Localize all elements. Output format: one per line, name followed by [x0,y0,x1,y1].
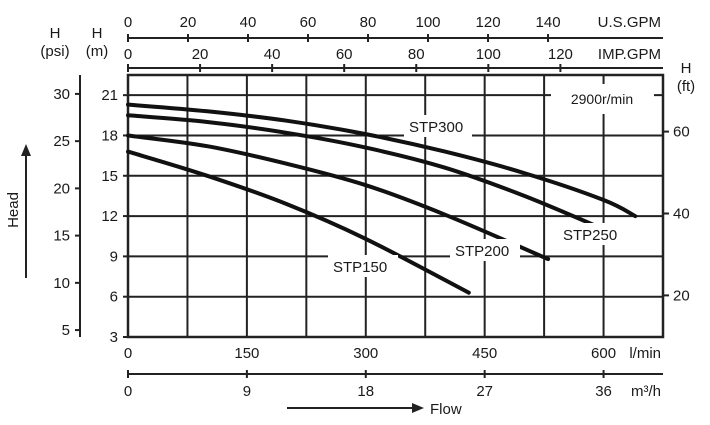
head-m-tick-label: 21 [101,87,118,104]
impgpm-tick-label: 20 [192,46,209,63]
m3h-tick-label: 36 [595,383,612,400]
usgpm-unit-label: U.S.GPM [598,14,661,31]
usgpm-tick-label: 40 [240,14,257,31]
lmin-unit-label: l/min [629,345,661,362]
m3h-tick-label: 0 [124,383,132,400]
curve-stp250 [126,113,610,233]
flow-axis-title: Flow [430,401,462,418]
series-label-stp300: STP300 [409,119,463,136]
performance-curves: STP150 STP200 STP250 STP300 [126,102,638,295]
flow-axis-arrow-head [412,403,424,413]
impgpm-unit-label: IMP.GPM [598,46,661,63]
impgpm-tick-label: 40 [264,46,281,63]
head-axis-arrow-head [21,144,31,156]
impgpm-tick-label: 60 [336,46,353,63]
impgpm-tick-label: 0 [124,46,132,63]
ft-tick-label: 60 [673,124,690,141]
usgpm-tick-label: 0 [124,14,132,31]
series-label-bg [404,115,472,137]
psi-tick-label: 30 [53,86,70,103]
head-m-tick-label: 9 [110,248,118,265]
ft-tick-label: 40 [673,205,690,222]
m3h-tick-label: 9 [243,383,251,400]
usgpm-tick-label: 60 [300,14,317,31]
usgpm-tick-label: 80 [360,14,377,31]
head-m-tick-label: 6 [110,289,118,306]
lmin-tick-label: 150 [234,345,259,362]
psi-tick-label: 15 [53,228,70,245]
usgpm-tick-label: 120 [476,14,501,31]
impgpm-tick-label: 80 [408,46,425,63]
series-label-bg [328,255,398,277]
lmin-tick-label: 0 [124,345,132,362]
series-label-stp250: STP250 [563,227,617,244]
ft-tick-label: 20 [673,287,690,304]
m3h-tick-label: 27 [476,383,493,400]
head-psi-unit-label: H (psi) [40,25,69,60]
psi-tick-label: 20 [53,180,70,197]
impgpm-tick-label: 100 [476,46,501,63]
m3h-unit-label: m³/h [631,383,661,400]
curve-stp300 [126,102,638,219]
head-ft-unit-label: H (ft) [677,60,695,95]
speed-label: 2900r/min [571,91,633,107]
curve-stp150 [126,149,471,295]
plot-frame [126,73,665,339]
usgpm-tick-label: 20 [180,14,197,31]
psi-tick-label: 5 [62,322,70,339]
series-label-stp150: STP150 [333,259,387,276]
usgpm-tick-label: 100 [416,14,441,31]
series-label-bg [450,239,520,261]
head-m-tick-label: 12 [101,208,118,225]
series-label-stp200: STP200 [455,243,509,260]
series-label-bg [558,223,628,245]
m3h-tick-label: 18 [357,383,374,400]
grid [128,75,663,337]
curve-stp200 [126,133,551,262]
lmin-tick-label: 300 [353,345,378,362]
axes [75,34,669,378]
psi-tick-label: 25 [53,133,70,150]
head-m-tick-label: 18 [101,127,118,144]
head-m-unit-label: H (m) [86,25,109,60]
head-axis-title: Head [5,192,22,228]
lmin-tick-label: 450 [472,345,497,362]
usgpm-tick-label: 140 [536,14,561,31]
impgpm-tick-label: 120 [548,46,573,63]
head-m-tick-label: 15 [101,168,118,185]
lmin-tick-label: 600 [591,345,616,362]
head-m-tick-label: 3 [110,329,118,346]
psi-tick-label: 10 [53,275,70,292]
speed-label-box [551,84,654,114]
